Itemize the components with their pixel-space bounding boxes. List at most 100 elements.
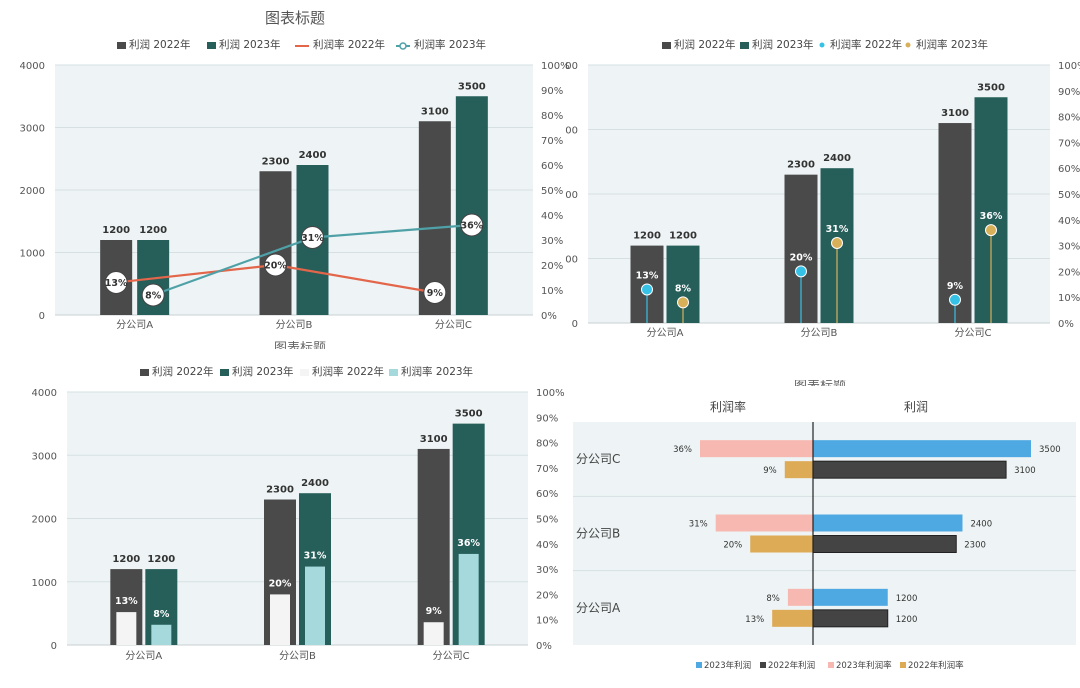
legend-label: 利润 2023年 <box>752 38 814 51</box>
margin-bar <box>784 461 813 479</box>
y-tick-label: 0 <box>51 641 57 652</box>
legend-label: 2023年利润率 <box>836 660 892 671</box>
line-data-label: 8% <box>145 291 162 302</box>
inner-bar-data-label: 20% <box>269 578 292 589</box>
chart-combo-inner-bars: 0 1000 2000 3000 4000 0% 10% 20% 30% 40% 50% 60% 70%… <box>32 365 565 662</box>
y-tick-label: 0 <box>572 319 578 330</box>
y-tick-label: 4000 <box>20 61 45 72</box>
legend-label: 利润率 2022年 <box>312 365 384 378</box>
y2-tick-label: 10% <box>541 286 563 297</box>
inner-bar-data-label: 31% <box>304 551 327 562</box>
y2-tick-label: 80% <box>541 111 563 122</box>
lollipop-head <box>985 224 997 237</box>
bar-data-label: 3100 <box>941 108 969 119</box>
lollipop-head <box>831 237 843 250</box>
inner-bar <box>116 612 137 645</box>
bar-data-label: 1200 <box>102 225 130 236</box>
chart-combo-line: 0 1000 2000 3000 4000 0% 10% 20% 30% 40% 50% 60% 70%… <box>20 9 570 349</box>
y2-tick-label: 40% <box>536 540 558 551</box>
profit-bar <box>813 588 888 606</box>
y2-tick-label: 30% <box>536 565 558 576</box>
legend-item: 利润率 2023年 <box>396 38 486 51</box>
profit-bar <box>813 440 1031 458</box>
legend-item: 利润率 2022年 <box>300 365 384 378</box>
x-tick-label: 分公司C <box>433 650 470 662</box>
legend-label: 利润率 2022年 <box>830 38 902 51</box>
lollipop-head <box>677 296 689 309</box>
category-label: 分公司A <box>576 601 621 615</box>
legend-item: 利润率 2023年 <box>389 365 473 378</box>
line-data-label: 9% <box>427 288 444 299</box>
legend-item: 2022年利润率 <box>900 660 964 671</box>
bar-data-label: 1200 <box>669 231 697 242</box>
y2-tick-label: 100% <box>536 388 565 399</box>
profit-data-label: 3500 <box>1039 445 1061 455</box>
legend-label: 利润 2022年 <box>129 38 191 51</box>
x-tick-label: 分公司A <box>125 650 162 662</box>
legend-swatch <box>905 42 911 48</box>
profit-data-label: 1200 <box>896 615 918 625</box>
lollipop-data-label: 20% <box>790 252 813 263</box>
lollipop-data-label: 31% <box>826 224 849 235</box>
inner-bar <box>151 624 172 645</box>
line-point-marker <box>264 253 287 277</box>
line-point-marker <box>460 213 484 237</box>
legend-item: 利润 2023年 <box>740 38 814 51</box>
line-point-marker <box>104 271 128 294</box>
profit-data-label: 1200 <box>896 594 918 604</box>
legend-item: 利润率 2023年 <box>905 38 988 51</box>
bar-data-label: 3500 <box>455 409 483 420</box>
lollipop-head <box>949 293 961 306</box>
y-tick-label: 1000 <box>32 578 57 589</box>
inner-bar-data-label: 9% <box>426 606 443 617</box>
legend-label: 利润 2022年 <box>674 38 736 51</box>
lollipop-data-label: 9% <box>947 281 964 292</box>
bar-data-label: 2400 <box>299 150 327 161</box>
legend-swatch <box>900 662 906 668</box>
bar <box>417 448 450 645</box>
plot-area <box>573 422 1076 645</box>
lollipop-data-label: 8% <box>675 283 692 294</box>
legend-item: 利润 2023年 <box>207 38 281 51</box>
y-tick-label: 00 <box>565 190 578 201</box>
margin-bar <box>715 514 813 532</box>
bar <box>455 96 488 315</box>
legend-item: 利润 2023年 <box>220 365 294 378</box>
margin-bar <box>700 440 813 458</box>
legend-label: 利润率 2023年 <box>916 38 988 51</box>
y2-tick-label: 50% <box>536 515 558 526</box>
bar-data-label: 1200 <box>139 225 167 236</box>
line-data-label: 20% <box>264 261 287 272</box>
y2-tick-label: 70% <box>1058 138 1080 149</box>
margin-bar <box>750 535 813 553</box>
category-label: 分公司C <box>576 452 620 466</box>
inner-bar <box>458 553 479 645</box>
bar-data-label: 2400 <box>823 153 851 164</box>
bar-data-label: 2400 <box>301 478 329 489</box>
chart-combo-lollipop: 0000000000%10%20%30%40%50%60%70%80%90%10… <box>565 38 1080 339</box>
legend-swatch <box>662 42 671 49</box>
y2-tick-label: 10% <box>1058 293 1080 304</box>
y2-tick-label: 70% <box>536 464 558 475</box>
legend-label: 2022年利润率 <box>908 660 964 671</box>
bar <box>938 123 972 323</box>
y2-tick-label: 0% <box>536 641 552 652</box>
legend-item: 利润率 2022年 <box>819 38 902 51</box>
y2-tick-label: 30% <box>1058 242 1080 253</box>
lollipop-head <box>641 283 653 296</box>
left-header: 利润率 <box>710 399 746 414</box>
legend-swatch <box>220 369 229 376</box>
y2-tick-label: 40% <box>1058 216 1080 227</box>
inner-bar <box>423 622 444 645</box>
right-header: 利润 <box>904 400 928 414</box>
y2-tick-label: 70% <box>541 136 563 147</box>
margin-data-label: 31% <box>689 520 708 530</box>
bar-data-label: 3100 <box>420 434 448 445</box>
y2-tick-label: 90% <box>1058 87 1080 98</box>
inner-bar-data-label: 36% <box>457 538 480 549</box>
bar <box>259 171 292 315</box>
y2-tick-label: 80% <box>1058 113 1080 124</box>
y-tick-label: 3000 <box>20 124 45 135</box>
legend-item: 利润 2022年 <box>140 365 214 378</box>
